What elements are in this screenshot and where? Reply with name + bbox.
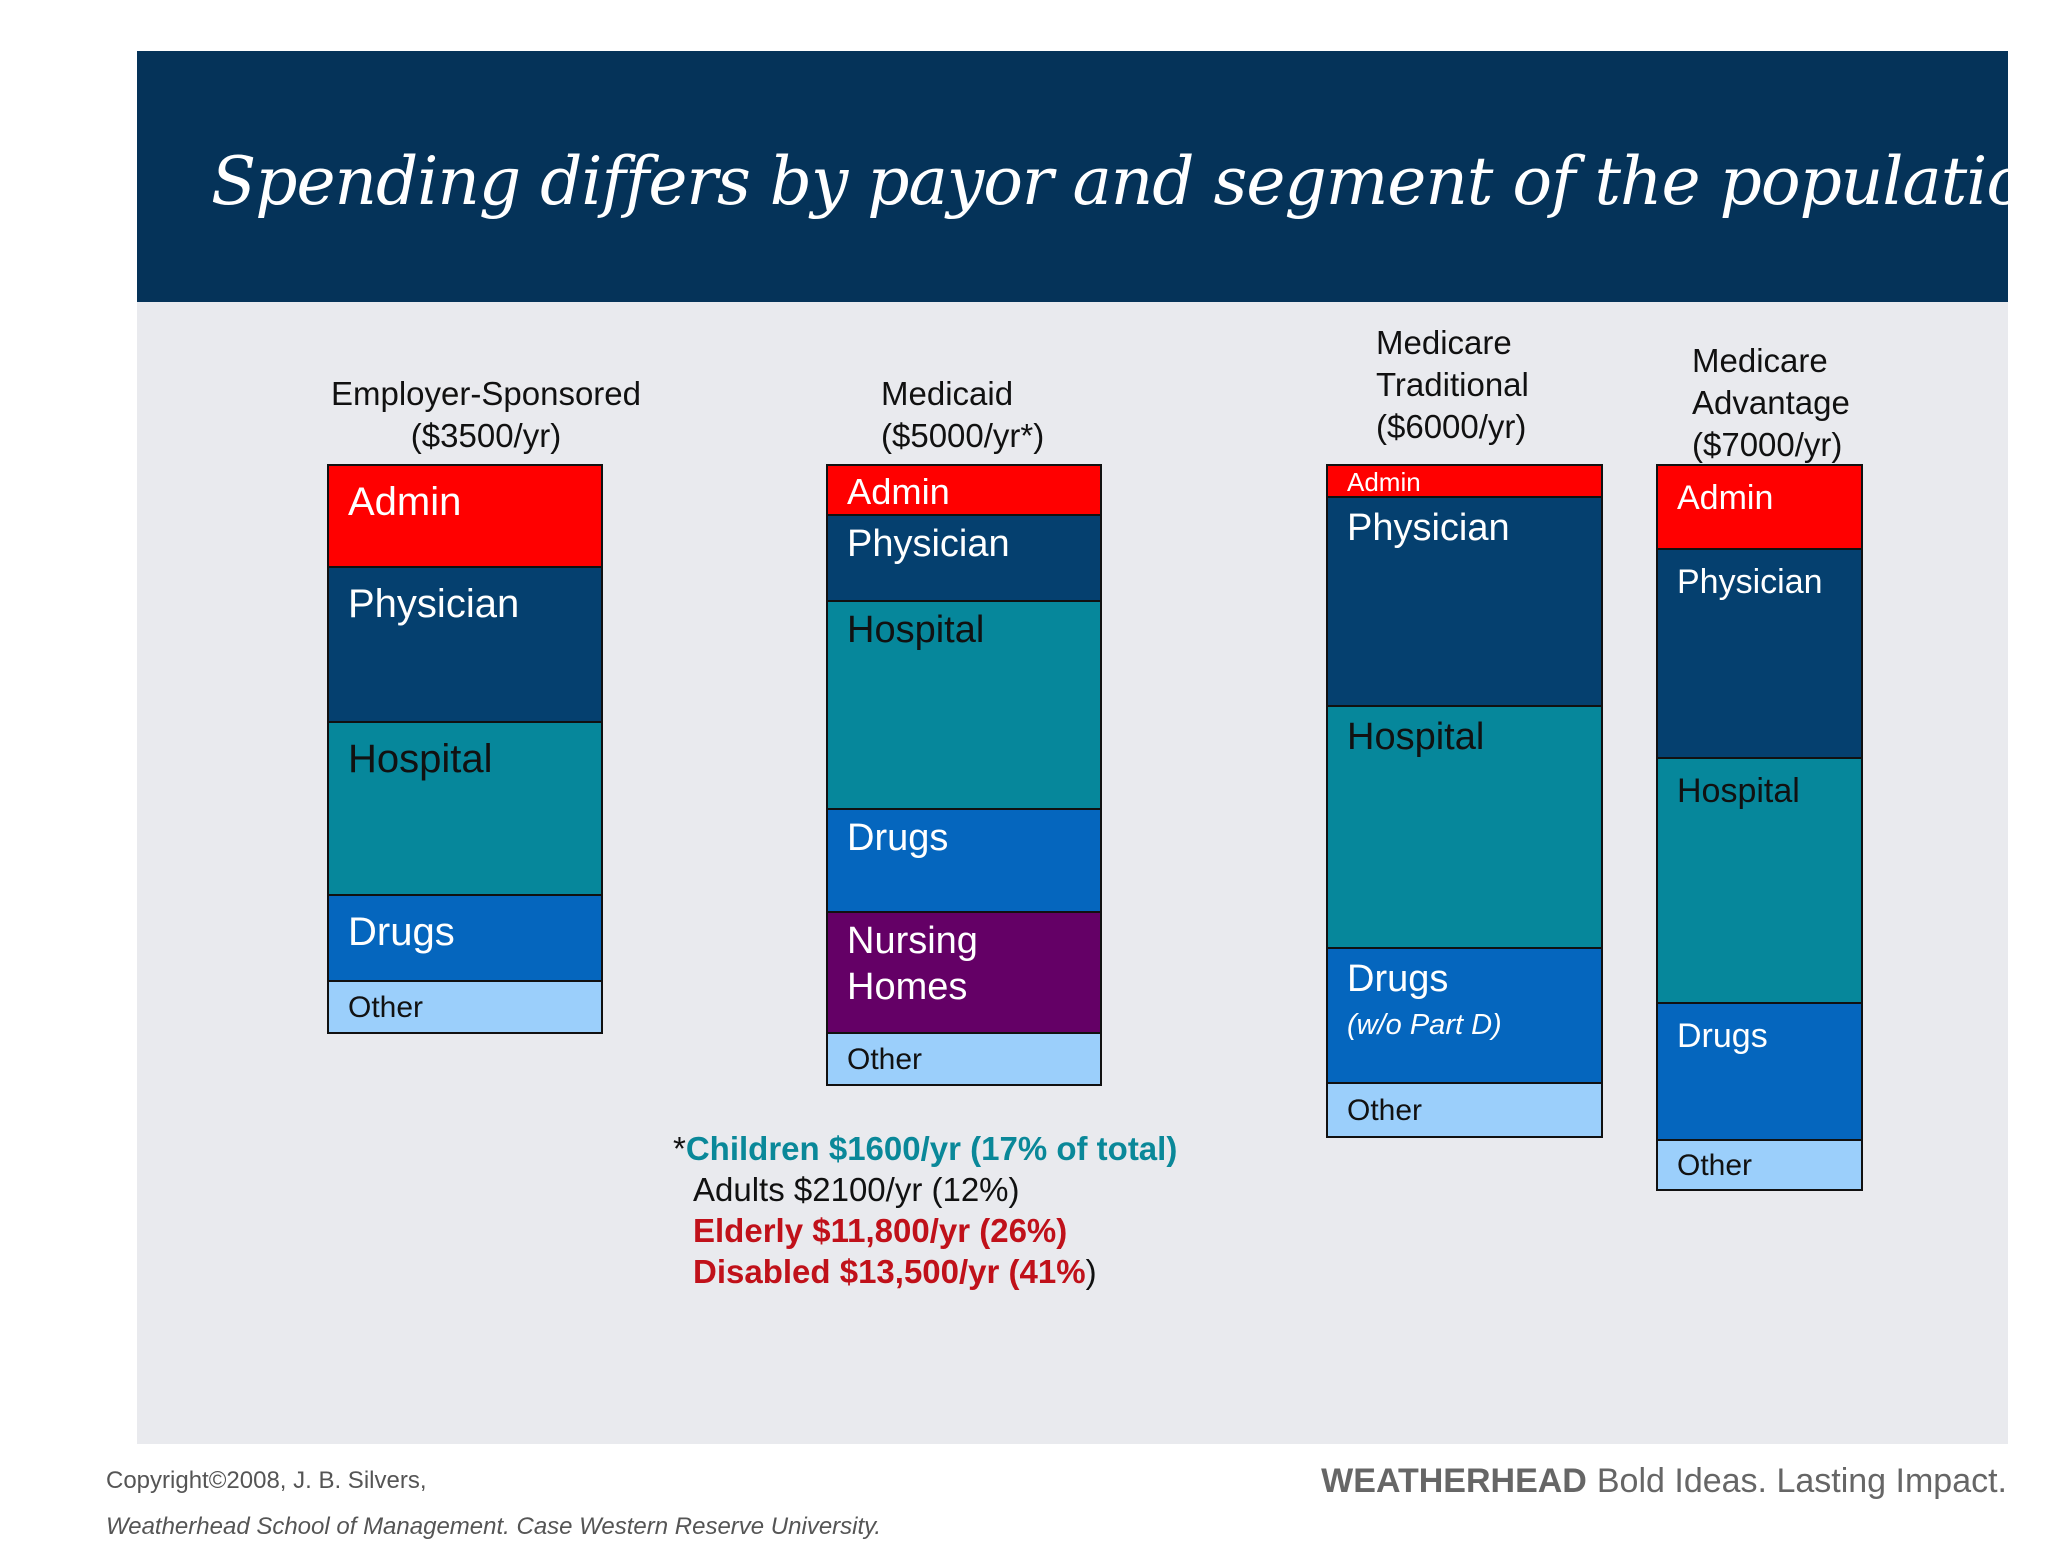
note-disabled: Disabled $13,500/yr (41%) — [693, 1253, 1097, 1290]
slide-header: Spending differs by payor and segment of… — [137, 51, 2048, 302]
stack-title-medicare-traditional: Medicare Traditional ($6000/yr) — [1376, 322, 1529, 448]
copyright-line: Weatherhead School of Management. Case W… — [106, 1513, 882, 1540]
stack-title-line: Medicare — [1376, 324, 1512, 361]
segment-drugs: Drugs (w/o Part D) — [1326, 947, 1603, 1085]
segment-label: Hospital — [1677, 772, 1800, 811]
segment-label: Other — [1677, 1148, 1753, 1182]
stack-title-line: ($6000/yr) — [1376, 408, 1527, 445]
stack-title-line: Traditional — [1376, 366, 1529, 403]
segment-label: Admin — [847, 471, 950, 513]
segment-drugs: Drugs — [327, 893, 603, 983]
brand-lockup: WEATHERHEAD Bold Ideas. Lasting Impact. — [1321, 1462, 2007, 1501]
segment-hospital: Hospital — [1326, 704, 1603, 950]
segment-other: Other — [1326, 1082, 1603, 1138]
segment-drugs: Drugs — [826, 807, 1102, 914]
segment-label: Admin — [1347, 467, 1421, 498]
segment-label: Physician — [348, 581, 520, 626]
segment-label: Drugs — [1347, 958, 1449, 1001]
segment-hospital: Hospital — [826, 600, 1102, 810]
segment-physician: Physician — [1326, 495, 1603, 707]
segment-physician: Physician — [1656, 548, 1863, 760]
segment-label: Physician — [1677, 563, 1823, 602]
segment-other: Other — [826, 1032, 1102, 1086]
stack-title-line: ($7000/yr) — [1692, 426, 1843, 463]
segment-other: Other — [1656, 1138, 1863, 1191]
stack-title-medicare-advantage: Medicare Advantage ($7000/yr) — [1692, 340, 1850, 466]
note-adults: Adults $2100/yr (12%) — [693, 1171, 1020, 1208]
brand-name: WEATHERHEAD — [1321, 1462, 1587, 1500]
segment-label: Hospital — [847, 609, 985, 652]
stack-medicare-traditional: Admin Physician Hospital Drugs (w/o Part D) O… — [1326, 464, 1603, 1138]
segment-admin: Admin — [327, 464, 603, 568]
segment-sublabel: (w/o Part D) — [1347, 1008, 1502, 1041]
stack-title-medicaid: Medicaid ($5000/yr*) — [881, 373, 1044, 457]
segment-physician: Physician — [327, 565, 603, 724]
segment-label: Other — [847, 1043, 923, 1077]
segment-admin: Admin — [1326, 464, 1603, 498]
segment-other: Other — [327, 980, 603, 1034]
segment-label: Admin — [348, 480, 462, 524]
segment-label: Drugs — [847, 816, 949, 859]
medicaid-breakdown-note: *Children $1600/yr (17% of total) Adults… — [673, 1128, 1177, 1292]
segment-label: Drugs — [1677, 1016, 1768, 1055]
stack-title-line: Medicare — [1692, 342, 1828, 379]
stack-title-line: ($5000/yr*) — [881, 417, 1045, 454]
segment-admin: Admin — [826, 464, 1102, 516]
segment-hospital: Hospital — [327, 721, 603, 896]
segment-label: Other — [1347, 1094, 1423, 1128]
segment-physician: Physician — [826, 513, 1102, 603]
segment-label: Physician — [847, 522, 1010, 565]
stack-title-line: Advantage — [1692, 384, 1850, 421]
segment-nursing-homes: Nursing Homes — [826, 911, 1102, 1035]
segment-admin: Admin — [1656, 464, 1863, 551]
stack-title-line: ($3500/yr) — [410, 417, 562, 454]
stack-title-employer: Employer-Sponsored ($3500/yr) — [331, 373, 641, 457]
segment-drugs: Drugs — [1656, 1001, 1863, 1141]
note-elderly: Elderly $11,800/yr (26%) — [693, 1212, 1068, 1249]
segment-label: Other — [348, 991, 424, 1025]
segment-label: Hospital — [1347, 715, 1485, 758]
segment-label: Nursing Homes — [847, 920, 978, 1008]
segment-hospital: Hospital — [1656, 757, 1863, 1004]
stack-medicare-advantage: Admin Physician Hospital Drugs Other — [1656, 464, 1863, 1191]
stack-title-line: Medicaid — [881, 375, 1014, 412]
segment-label: Admin — [1677, 479, 1774, 517]
stack-title-line: Employer-Sponsored — [331, 375, 641, 412]
segment-label: Drugs — [348, 909, 455, 954]
note-children: *Children $1600/yr (17% of total) — [673, 1130, 1178, 1167]
stack-employer-sponsored: Admin Physician Hospital Drugs Other — [327, 464, 603, 1034]
segment-label: Hospital — [348, 737, 493, 782]
brand-tagline: Bold Ideas. Lasting Impact. — [1596, 1462, 2007, 1500]
slide-title: Spending differs by payor and segment of… — [211, 143, 2048, 220]
segment-label: Physician — [1347, 506, 1510, 549]
stack-medicaid: Admin Physician Hospital Drugs Nursing Homes… — [826, 464, 1102, 1086]
copyright: Copyright©2008, J. B. Silvers, Weatherhe… — [106, 1458, 881, 1550]
copyright-line: Copyright©2008, J. B. Silvers, — [106, 1467, 427, 1494]
